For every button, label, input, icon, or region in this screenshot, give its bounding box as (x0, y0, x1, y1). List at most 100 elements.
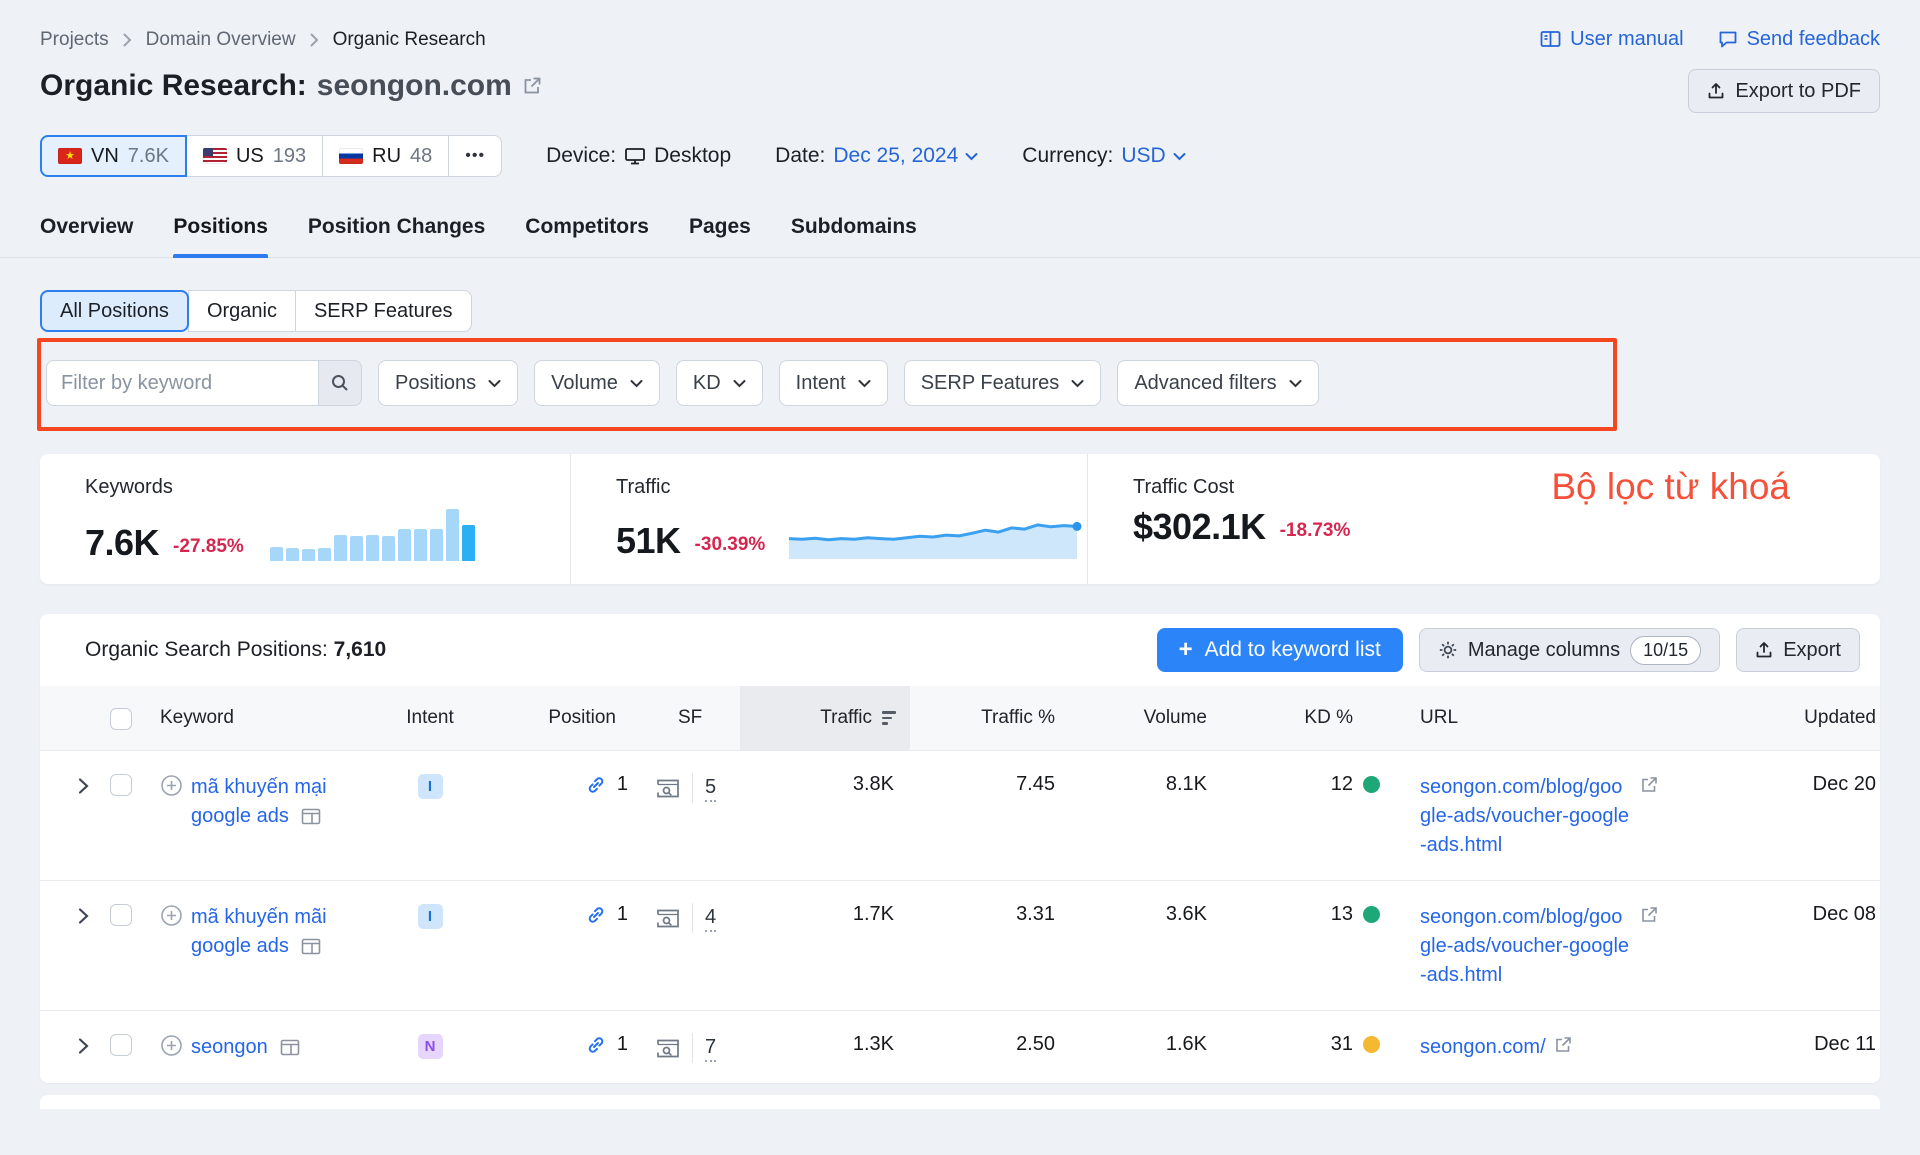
breadcrumb-projects[interactable]: Projects (40, 28, 109, 50)
next-table-row-partial (40, 1095, 1880, 1109)
advanced-filters-dropdown[interactable]: Advanced filters (1117, 360, 1319, 406)
url-cell: seongon.com/blog/google-ads/voucher-goog… (1380, 903, 1700, 990)
tab-pages[interactable]: Pages (688, 215, 751, 238)
volume-filter-dropdown[interactable]: Volume (534, 360, 660, 406)
column-header-url[interactable]: URL (1420, 707, 1459, 728)
row-checkbox[interactable] (110, 904, 132, 926)
serp-snapshot-icon[interactable] (280, 1039, 300, 1056)
url-link[interactable]: seongon.com/blog/google-ads/voucher-goog… (1420, 906, 1630, 986)
page-title: Organic Research: seongon.com (40, 69, 542, 103)
traffic-stat-change: -30.39% (694, 534, 766, 555)
kd-cell: 13 (1207, 903, 1380, 926)
country-count: 48 (410, 144, 433, 167)
serp-snapshot-icon[interactable] (301, 938, 321, 955)
send-feedback-link[interactable]: Send feedback (1718, 28, 1880, 51)
sf-count[interactable]: 7 (705, 1034, 717, 1062)
row-checkbox[interactable] (110, 774, 132, 796)
intent-badge-informational[interactable]: I (417, 904, 443, 929)
column-header-traffic-pct[interactable]: Traffic % (981, 707, 1055, 728)
column-header-intent[interactable]: Intent (406, 707, 454, 728)
keyword-link[interactable]: seongon (191, 1036, 268, 1058)
external-link-icon[interactable] (522, 76, 542, 96)
serp-preview-icon[interactable] (656, 908, 680, 929)
tab-competitors[interactable]: Competitors (525, 215, 649, 238)
external-link-icon[interactable] (1554, 1036, 1572, 1054)
url-link[interactable]: seongon.com/blog/google-ads/voucher-goog… (1420, 776, 1630, 856)
sf-count[interactable]: 5 (705, 774, 717, 802)
column-header-sf[interactable]: SF (678, 707, 703, 728)
serp-link-icon[interactable] (585, 1034, 607, 1056)
segment-organic[interactable]: Organic (187, 290, 296, 332)
sf-cell: 5 (650, 773, 740, 803)
breadcrumb-domain-overview[interactable]: Domain Overview (145, 28, 296, 50)
column-header-traffic[interactable]: Traffic (740, 686, 910, 750)
serp-features-filter-dropdown[interactable]: SERP Features (903, 360, 1102, 406)
select-all-checkbox[interactable] (110, 707, 132, 730)
segment-all-positions[interactable]: All Positions (40, 290, 189, 332)
export-table-button[interactable]: Export (1736, 628, 1860, 672)
device-label: Device: (546, 144, 617, 167)
serp-snapshot-icon[interactable] (301, 808, 321, 825)
chevron-down-icon (1173, 152, 1186, 161)
dropdown-label: Positions (395, 371, 477, 394)
kd-filter-dropdown[interactable]: KD (675, 360, 763, 406)
kd-value: 31 (1330, 1033, 1353, 1055)
intent-badge-navigational[interactable]: N (417, 1034, 443, 1059)
serp-preview-icon[interactable] (656, 778, 680, 799)
country-tab-ru[interactable]: RU 48 (322, 135, 450, 177)
table-title-label: Organic Search Positions: (85, 638, 328, 661)
tab-subdomains[interactable]: Subdomains (790, 215, 917, 238)
serp-preview-icon[interactable] (656, 1038, 680, 1059)
column-header-kd[interactable]: KD % (1304, 707, 1353, 728)
tab-position-changes[interactable]: Position Changes (307, 215, 486, 238)
column-header-updated[interactable]: Updated (1804, 707, 1876, 728)
column-header-volume[interactable]: Volume (1143, 707, 1207, 728)
row-expander-chevron[interactable] (40, 1033, 110, 1055)
serp-link-icon[interactable] (585, 774, 607, 796)
date-label: Date: (775, 144, 826, 167)
url-link[interactable]: seongon.com/ (1420, 1036, 1546, 1058)
sf-count[interactable]: 4 (705, 904, 717, 932)
keyword-link[interactable]: mã khuyến mại google ads (191, 776, 327, 827)
search-button[interactable] (318, 360, 362, 406)
add-keyword-plus-icon[interactable] (160, 904, 183, 927)
position-value: 1 (616, 903, 628, 925)
row-expander-chevron[interactable] (40, 773, 110, 795)
serp-link-icon[interactable] (585, 904, 607, 926)
volume-cell: 3.6K (1165, 903, 1207, 925)
tab-positions[interactable]: Positions (173, 215, 268, 258)
usa-flag-icon (202, 148, 227, 164)
top-bar: Projects Domain Overview Organic Researc… (40, 0, 1880, 51)
export-table-label: Export (1783, 638, 1841, 661)
keyword-filter-input[interactable] (46, 360, 318, 406)
user-manual-link[interactable]: User manual (1540, 28, 1684, 51)
currency-selector[interactable]: Currency: USD (1022, 144, 1186, 168)
row-expander-chevron[interactable] (40, 903, 110, 925)
country-tab-vn[interactable]: ★ VN 7.6K (40, 135, 187, 177)
keyword-link[interactable]: mã khuyến mãi google ads (191, 906, 327, 957)
tab-overview[interactable]: Overview (40, 215, 134, 238)
country-tab-us[interactable]: US 193 (185, 135, 324, 177)
column-header-position[interactable]: Position (548, 707, 616, 728)
export-icon (1755, 641, 1773, 659)
top-links: User manual Send feedback (1540, 28, 1880, 51)
kd-difficulty-dot (1363, 906, 1380, 923)
add-keyword-plus-icon[interactable] (160, 774, 183, 797)
intent-badge-informational[interactable]: I (417, 774, 443, 799)
manage-columns-button[interactable]: Manage columns 10/15 (1418, 628, 1721, 672)
row-checkbox[interactable] (110, 1034, 132, 1056)
column-header-keyword[interactable]: Keyword (160, 707, 234, 728)
add-to-keyword-list-button[interactable]: + Add to keyword list (1156, 628, 1403, 672)
chevron-down-icon (630, 379, 643, 388)
positions-filter-dropdown[interactable]: Positions (378, 360, 519, 406)
plus-icon: + (1178, 636, 1193, 663)
external-link-icon[interactable] (1640, 776, 1658, 794)
intent-filter-dropdown[interactable]: Intent (778, 360, 888, 406)
external-link-icon[interactable] (1640, 906, 1658, 924)
traffic-cost-stat-label: Traffic Cost (1133, 476, 1235, 498)
date-selector[interactable]: Date: Dec 25, 2024 (775, 144, 978, 168)
add-keyword-plus-icon[interactable] (160, 1034, 183, 1057)
more-countries-button[interactable]: ••• (448, 135, 503, 177)
segment-serp-features[interactable]: SERP Features (294, 290, 472, 332)
export-to-pdf-button[interactable]: Export to PDF (1688, 69, 1880, 113)
